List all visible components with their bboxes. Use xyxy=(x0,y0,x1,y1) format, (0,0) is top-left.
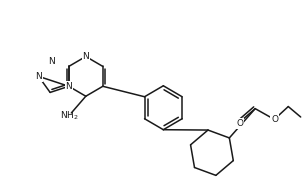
Text: O: O xyxy=(271,115,278,124)
Text: NH$_2$: NH$_2$ xyxy=(60,110,79,122)
Text: N: N xyxy=(48,57,54,66)
Text: O: O xyxy=(236,119,243,128)
Text: N: N xyxy=(35,72,42,81)
Text: N: N xyxy=(82,52,89,61)
Text: N: N xyxy=(65,82,72,91)
